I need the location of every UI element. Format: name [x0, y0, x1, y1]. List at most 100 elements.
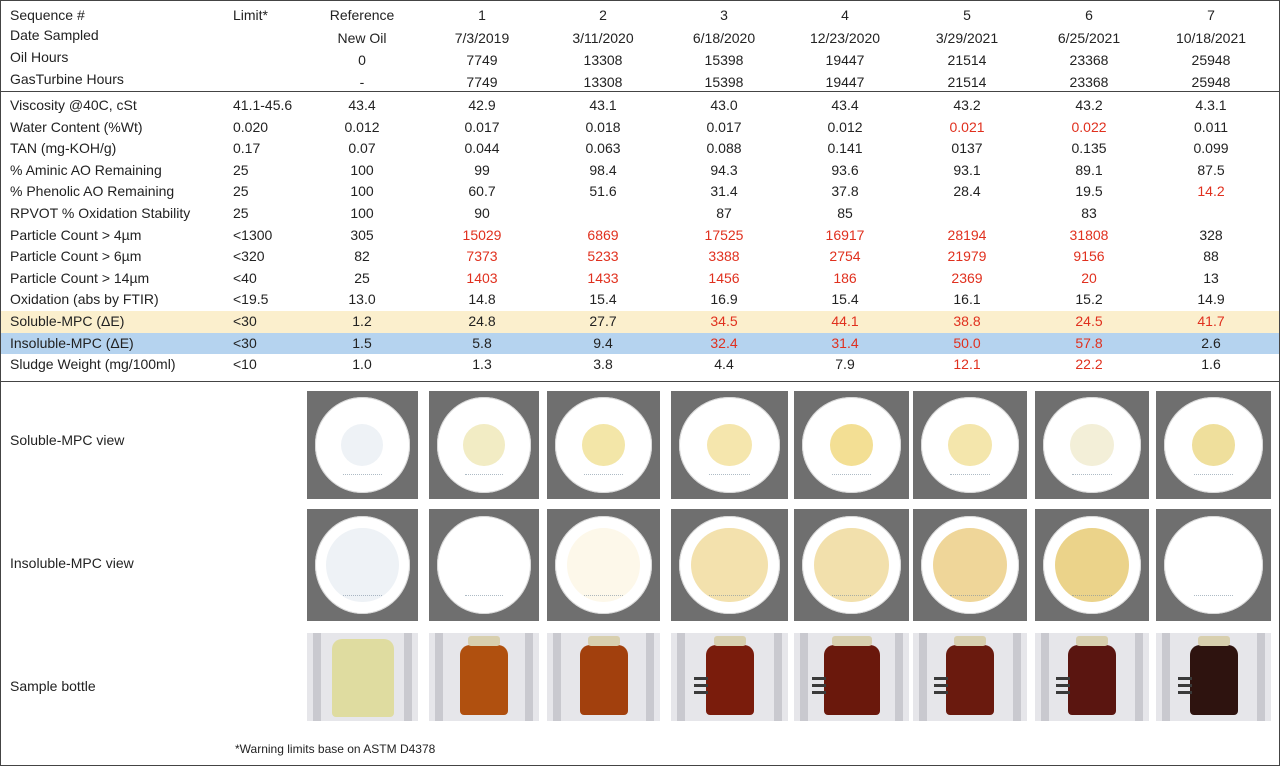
table-cell: 31808 — [1069, 226, 1109, 243]
insoluble-patch-image — [671, 509, 788, 621]
table-cell: 32.4 — [710, 334, 738, 351]
table-cell: 1.6 — [1201, 356, 1221, 373]
header-row: Sequence # Limit* Reference 1 2 3 4 5 6 7 — [1, 5, 1279, 27]
table-cell: 43.2 — [953, 97, 981, 113]
soluble-patch-image — [671, 391, 788, 499]
table-cell: 0 — [358, 52, 366, 68]
table-cell: 19.5 — [1075, 183, 1103, 200]
table-cell: 12/23/2020 — [809, 30, 881, 46]
data-row: Sludge Weight (mg/100ml) <10 1.0 1.3 3.8 4.4 7… — [1, 354, 1279, 376]
limit-cell: <30 — [233, 313, 257, 329]
table-cell: 21514 — [947, 52, 987, 68]
table-cell: 0137 — [951, 140, 983, 157]
table-cell: 41.7 — [1197, 313, 1225, 329]
table-cell: 2369 — [951, 269, 983, 286]
table-cell: 28194 — [947, 226, 987, 243]
sample-bottle-image — [913, 633, 1027, 721]
sample-bottle-image — [794, 633, 909, 721]
header-divider — [1, 91, 1279, 92]
table-cell: 50.0 — [953, 334, 981, 351]
insoluble-patch-image — [429, 509, 539, 621]
table-cell: 13308 — [583, 74, 623, 90]
table-cell: 15.4 — [589, 291, 617, 308]
row-label: TAN (mg-KOH/g) — [10, 140, 117, 157]
table-cell: 85 — [837, 205, 853, 221]
header-sequence-7: 7 — [1207, 7, 1215, 23]
limit-cell: 0.17 — [233, 140, 261, 157]
table-cell: 15.2 — [1075, 291, 1103, 308]
table-cell: 1403 — [466, 269, 498, 286]
header-limit-label: Limit* — [233, 7, 269, 23]
header-sequence-6: 6 — [1085, 7, 1093, 23]
table-cell: 4.3.1 — [1195, 97, 1227, 113]
soluble-view-label: Soluble-MPC view — [10, 432, 125, 448]
table-cell: 0.017 — [464, 118, 500, 135]
row-label: Soluble-MPC (ΔE) — [10, 313, 125, 329]
limit-cell: <1300 — [233, 226, 273, 243]
table-cell: 0.012 — [344, 118, 380, 135]
insoluble-patch-image — [794, 509, 909, 621]
row-label: Particle Count > 6µm — [10, 248, 142, 265]
limit-cell: <10 — [233, 356, 257, 373]
table-cell: 25 — [354, 269, 370, 286]
limit-cell: 41.1-45.6 — [233, 97, 293, 113]
table-cell: 13 — [1203, 269, 1219, 286]
insoluble-patch-image — [1035, 509, 1149, 621]
table-cell: 1.3 — [472, 356, 492, 373]
table-cell: 0.018 — [585, 118, 621, 135]
sample-bottle-image — [671, 633, 788, 721]
limit-cell: <19.5 — [233, 291, 269, 308]
table-cell: 94.3 — [710, 161, 738, 178]
table-cell: 88 — [1203, 248, 1219, 265]
table-cell: 27.7 — [589, 313, 617, 329]
limit-cell: <40 — [233, 269, 257, 286]
table-cell: 2754 — [829, 248, 861, 265]
table-cell: 38.8 — [953, 313, 981, 329]
header-sequence-label: Sequence # — [10, 7, 85, 23]
header-sequence-4: 4 — [841, 7, 849, 23]
data-row: Particle Count > 6µm <320 82 7373 5233 3388 27… — [1, 246, 1279, 268]
table-cell: 186 — [833, 269, 857, 286]
insoluble-view-label: Insoluble-MPC view — [10, 555, 134, 571]
table-cell: 7.9 — [835, 356, 855, 373]
soluble-patch-image — [1156, 391, 1271, 499]
table-cell: 19447 — [825, 74, 865, 90]
bottle-label: Sample bottle — [10, 678, 96, 694]
table-cell: 100 — [350, 183, 374, 200]
table-cell: 4.4 — [714, 356, 734, 373]
sample-bottle-image — [307, 633, 418, 721]
row-label: Oxidation (abs by FTIR) — [10, 291, 159, 308]
table-cell: 13.0 — [348, 291, 376, 308]
footnote: *Warning limits base on ASTM D4378 — [235, 742, 436, 756]
table-cell: 7749 — [466, 74, 498, 90]
table-cell: 44.1 — [831, 313, 859, 329]
table-cell: 57.8 — [1075, 334, 1103, 351]
table-cell: 43.1 — [589, 97, 617, 113]
table-cell: 1.0 — [352, 356, 372, 373]
table-cell: 100 — [350, 161, 374, 178]
table-cell: New Oil — [337, 30, 387, 46]
table-cell: 14.2 — [1197, 183, 1225, 200]
table-cell: 0.07 — [348, 140, 376, 157]
row-label: % Phenolic AO Remaining — [10, 183, 175, 200]
table-cell: 305 — [350, 226, 374, 243]
table-cell: 23368 — [1069, 52, 1109, 68]
row-label: Sludge Weight (mg/100ml) — [10, 356, 176, 373]
header-reference-label: Reference — [329, 7, 395, 23]
header-sequence-3: 3 — [720, 7, 728, 23]
table-cell: 15398 — [704, 74, 744, 90]
data-row: % Phenolic AO Remaining 25 100 60.7 51.6 31.4… — [1, 181, 1279, 203]
limit-cell: 25 — [233, 161, 249, 178]
table-cell: 43.4 — [348, 97, 376, 113]
header-sequence-1: 1 — [478, 7, 486, 23]
table-cell: 25948 — [1191, 52, 1231, 68]
table-cell: 1.2 — [352, 313, 372, 329]
table-cell: 3388 — [708, 248, 740, 265]
table-cell: 34.5 — [710, 313, 738, 329]
table-cell: 100 — [350, 205, 374, 221]
header-sequence-2: 2 — [599, 7, 607, 23]
data-row: Viscosity @40C, cSt 41.1-45.6 43.4 42.9 43.1… — [1, 95, 1279, 117]
table-cell: 17525 — [704, 226, 744, 243]
insoluble-patch-image — [307, 509, 418, 621]
